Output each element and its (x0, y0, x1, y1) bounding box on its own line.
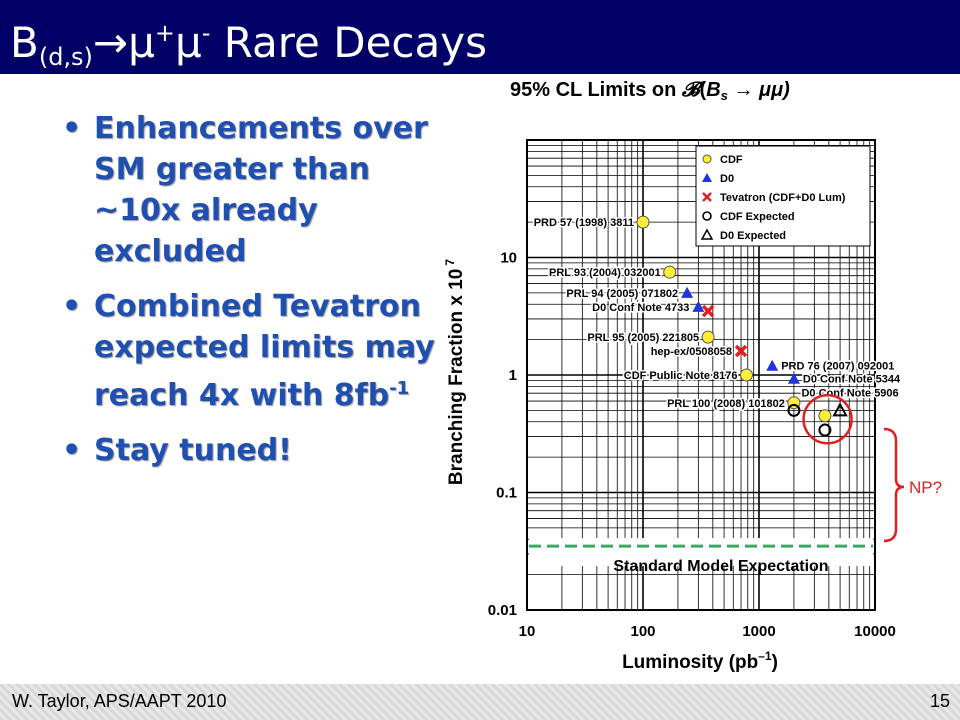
legend-box (695, 145, 871, 247)
bullet-item: • Enhancements over SM greater than ~10x … (62, 111, 428, 269)
title-bar (0, 0, 960, 74)
legend-entry: D0 Expected (700, 228, 786, 242)
d0-marker (681, 286, 694, 298)
legend-d0-marker (702, 173, 712, 182)
title-main: B (10, 18, 39, 67)
point-label: PRL 94 (2005) 071802 (566, 288, 678, 300)
point-label: PRD 57 (1998) 3811 (534, 217, 634, 229)
cdf-marker (663, 265, 677, 279)
title-arrow-mu: →μ (92, 18, 155, 67)
legend-label: CDF (720, 154, 743, 166)
legend: CDF D0 Tevatron (CDF+D0 Lum) CDF Expected D0… (695, 145, 871, 247)
y-tick-label: 10 (500, 250, 517, 267)
point-label: PRL 95 (2005) 221805 (587, 332, 699, 344)
legend-entry: Tevatron (CDF+D0 Lum) (702, 192, 846, 204)
point-label: hep-ex/0508058 (651, 346, 732, 358)
legend-cdf-marker (702, 154, 712, 164)
d0-expected-marker (832, 402, 848, 417)
point-label: PRL 93 (2004) 032001 (549, 267, 661, 279)
bs-mumu-limit-chart: 95% CL Limits on 𝓑(Bs → μμ) 10 100 1000 100… (443, 77, 942, 673)
x-tick-label: 10 (519, 623, 536, 640)
chart-title: 95% CL Limits on 𝓑(Bs → μμ) (510, 77, 790, 103)
legend-entry: CDF Expected (702, 211, 795, 223)
title-mu: μ (174, 18, 202, 67)
highlight: NP? (802, 394, 942, 543)
legend-entry: D0 (702, 173, 734, 185)
axis-ticks: 10 100 1000 10000 0.01 0.1 1 10 (488, 250, 896, 641)
d0-marker (766, 359, 779, 371)
sm-expectation-label: Standard Model Expectation (613, 558, 828, 575)
tevatron-marker-stroke (701, 304, 715, 318)
d0-marker (692, 300, 705, 312)
cdf-marker (636, 215, 650, 229)
np-brace (883, 427, 905, 543)
x-axis-label: Luminosity (pb–1) (622, 649, 778, 673)
bullet-text: Stay tuned! (94, 433, 292, 468)
legend-label: CDF Expected (720, 211, 795, 223)
bullet-item: • Stay tuned! (62, 433, 292, 468)
cdf-expected-marker (787, 403, 801, 417)
sm-label-background (529, 538, 873, 567)
legend-label: D0 (720, 173, 734, 185)
cdf-expected-marker (818, 423, 832, 437)
np-label: NP? (909, 478, 942, 497)
legend-d0-expected-marker (700, 228, 714, 240)
legend-tevatron-marker (702, 192, 712, 202)
x-tick-label: 100 (630, 623, 655, 640)
cdf-marker (701, 330, 715, 344)
plot-frame (526, 139, 876, 611)
x-tick-label: 10000 (854, 623, 896, 640)
bullet-list: • Enhancements over SM greater than ~10x … (60, 108, 460, 485)
sm-expectation: Standard Model Expectation (529, 538, 873, 575)
title-superscript-minus: - (201, 19, 211, 47)
tevatron-marker (701, 304, 715, 318)
y-tick-label: 0.1 (496, 485, 517, 502)
bullet-text: Combined Tevatron expected limits may re… (94, 289, 435, 413)
bullet-superscript: -1 (389, 378, 410, 399)
footer-author: W. Taylor, APS/AAPT 2010 (12, 691, 227, 711)
title-rest: Rare Decays (210, 18, 487, 67)
data-points: PRD 57 (1998) 3811 PRL 93 (2004) 032001 PR… (532, 215, 902, 437)
x-tick-label: 1000 (742, 623, 775, 640)
y-tick-label: 0.01 (488, 602, 517, 619)
cdf-marker (739, 368, 753, 382)
legend-entry: CDF (702, 154, 743, 166)
tevatron-marker (734, 344, 748, 358)
point-label: D0 Conf Note 4733 (592, 302, 689, 314)
bullet-text: Enhancements over SM greater than ~10x a… (94, 111, 428, 269)
footer: W. Taylor, APS/AAPT 2010 15 (0, 684, 960, 720)
point-label: D0 Conf Note 5344 (803, 374, 901, 386)
tevatron-marker-stroke (734, 344, 748, 358)
y-axis-label: Branching Fraction x 107 (443, 259, 467, 485)
legend-cdf-expected-marker (702, 211, 712, 221)
legend-label: D0 Expected (720, 230, 786, 242)
title-subscript: (d,s) (38, 43, 93, 71)
highlight-circle (802, 394, 853, 445)
d0-marker (787, 372, 800, 384)
y-tick-label: 1 (509, 367, 517, 384)
point-label: PRD 76 (2007) 092001 (781, 361, 894, 373)
slide-number: 15 (929, 691, 950, 711)
bullet-item: • Combined Tevatron expected limits may r… (62, 289, 435, 413)
point-label: PRL 100 (2008) 101802 (667, 398, 785, 410)
title-superscript-plus: + (154, 19, 175, 47)
point-label: CDF Public Note 8176 (624, 370, 738, 382)
cdf-marker (818, 409, 832, 423)
slide-title: B(d,s)→μ+μ- Rare Decays (10, 6, 487, 84)
legend-label: Tevatron (CDF+D0 Lum) (720, 192, 846, 204)
